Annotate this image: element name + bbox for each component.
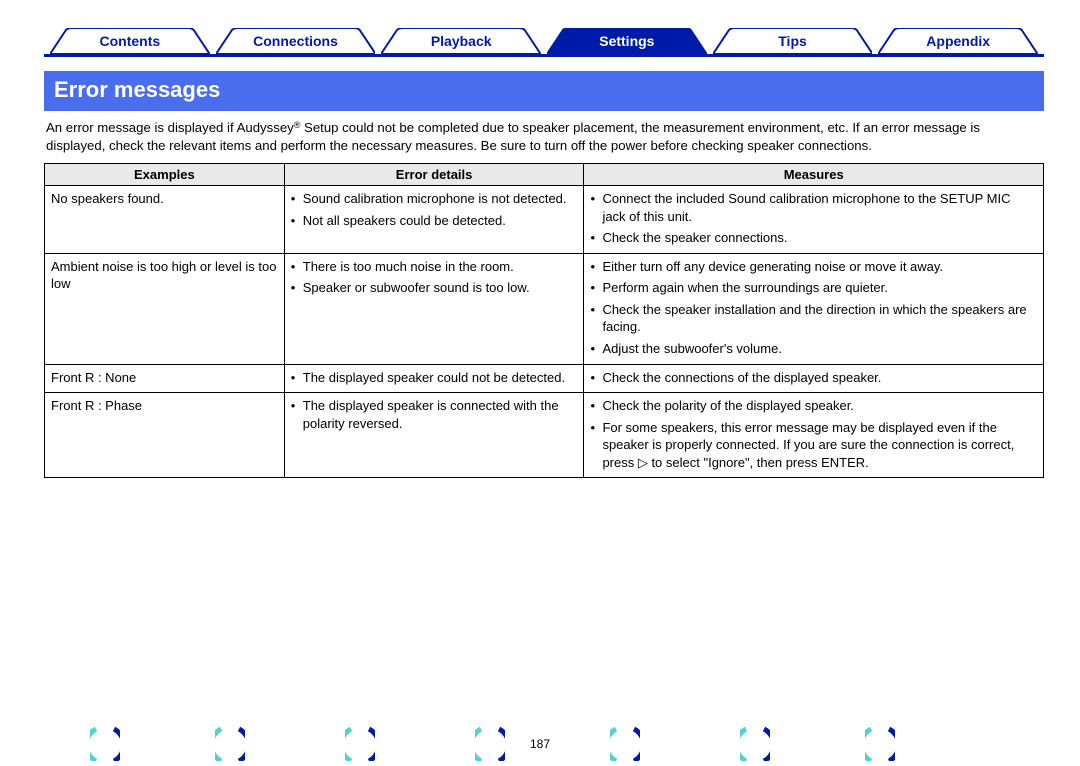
measure-item: Check the polarity of the displayed spea… bbox=[590, 397, 1037, 415]
col-error-details: Error details bbox=[284, 163, 584, 186]
intro-text: An error message is displayed if Audysse… bbox=[44, 111, 1044, 163]
table-row: Front R : PhaseThe displayed speaker is … bbox=[45, 393, 1044, 478]
cell-details: The displayed speaker could not be detec… bbox=[284, 364, 584, 393]
detail-item: The displayed speaker could not be detec… bbox=[291, 369, 578, 387]
tab-contents[interactable]: Contents bbox=[50, 28, 210, 54]
cell-measures: Either turn off any device generating no… bbox=[584, 253, 1044, 364]
measure-item: Check the speaker installation and the d… bbox=[590, 301, 1037, 336]
nav-tabs: Contents Connections Playback Settings Tips A… bbox=[44, 28, 1044, 54]
detail-item: The displayed speaker is connected with … bbox=[291, 397, 578, 432]
table-header-row: Examples Error details Measures bbox=[45, 163, 1044, 186]
tab-label: Appendix bbox=[926, 33, 990, 49]
tab-settings[interactable]: Settings bbox=[547, 28, 707, 54]
cell-details: There is too much noise in the room. Spea… bbox=[284, 253, 584, 364]
measure-item: Connect the included Sound calibration m… bbox=[590, 190, 1037, 225]
cell-example: Ambient noise is too high or level is to… bbox=[45, 253, 285, 364]
detail-item: There is too much noise in the room. bbox=[291, 258, 578, 276]
intro-before: An error message is displayed if Audysse… bbox=[46, 120, 294, 135]
measure-item: Check the connections of the displayed s… bbox=[590, 369, 1037, 387]
cell-example: Front R : Phase bbox=[45, 393, 285, 478]
tab-label: Connections bbox=[253, 33, 338, 49]
cell-measures: Check the polarity of the displayed spea… bbox=[584, 393, 1044, 478]
tab-playback[interactable]: Playback bbox=[381, 28, 541, 54]
cell-details: Sound calibration microphone is not dete… bbox=[284, 186, 584, 254]
cell-measures: Connect the included Sound calibration m… bbox=[584, 186, 1044, 254]
tab-tips[interactable]: Tips bbox=[713, 28, 873, 54]
error-table: Examples Error details Measures No speak… bbox=[44, 163, 1044, 479]
measure-item: Either turn off any device generating no… bbox=[590, 258, 1037, 276]
detail-item: Not all speakers could be detected. bbox=[291, 212, 578, 230]
col-measures: Measures bbox=[584, 163, 1044, 186]
measure-item: Perform again when the surroundings are … bbox=[590, 279, 1037, 297]
tab-label: Playback bbox=[431, 33, 492, 49]
tab-label: Contents bbox=[100, 33, 161, 49]
section-title: Error messages bbox=[54, 77, 220, 102]
table-row: No speakers found. Sound calibration micr… bbox=[45, 186, 1044, 254]
page-footer: 187 bbox=[0, 737, 1080, 751]
section-banner: Error messages bbox=[44, 71, 1044, 111]
nav-rule bbox=[44, 54, 1044, 57]
table-row: Ambient noise is too high or level is to… bbox=[45, 253, 1044, 364]
detail-item: Speaker or subwoofer sound is too low. bbox=[291, 279, 578, 297]
detail-item: Sound calibration microphone is not dete… bbox=[291, 190, 578, 208]
col-examples: Examples bbox=[45, 163, 285, 186]
page-number: 187 bbox=[530, 737, 550, 751]
measure-item: Adjust the subwoofer's volume. bbox=[590, 340, 1037, 358]
tab-label: Settings bbox=[599, 33, 654, 49]
tab-label: Tips bbox=[778, 33, 807, 49]
tab-connections[interactable]: Connections bbox=[216, 28, 376, 54]
cell-example: Front R : None bbox=[45, 364, 285, 393]
tab-appendix[interactable]: Appendix bbox=[878, 28, 1038, 54]
table-row: Front R : None The displayed speaker coul… bbox=[45, 364, 1044, 393]
cell-example: No speakers found. bbox=[45, 186, 285, 254]
cell-measures: Check the connections of the displayed s… bbox=[584, 364, 1044, 393]
measure-item: Check the speaker connections. bbox=[590, 229, 1037, 247]
measure-item: For some speakers, this error message ma… bbox=[590, 419, 1037, 472]
cell-details: The displayed speaker is connected with … bbox=[284, 393, 584, 478]
